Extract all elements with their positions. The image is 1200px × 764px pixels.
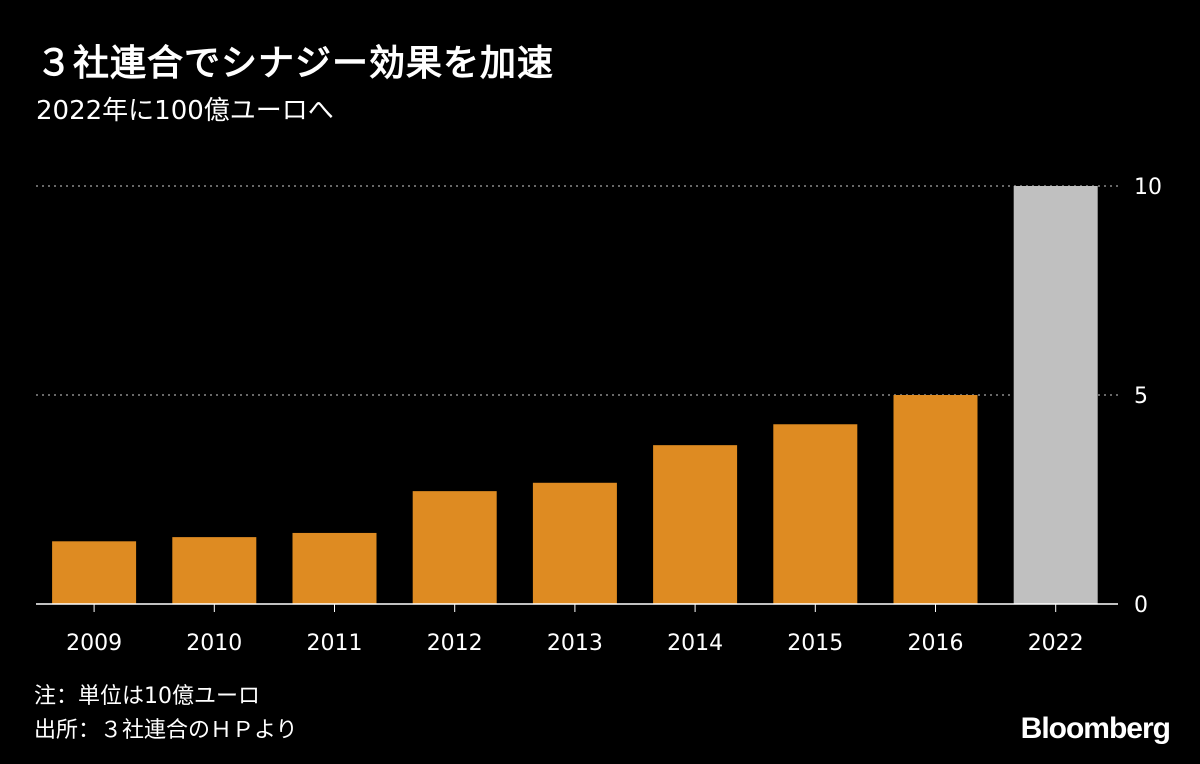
bar-2015 [773,424,858,604]
x-tick-label: 2022 [1028,631,1084,656]
unit-note: 注：単位は10億ユーロ [34,684,260,709]
gridlines [36,185,1118,396]
bar-2012 [412,491,497,604]
footnotes: 注：単位は10億ユーロ 出所：３社連合のＨＰより [34,680,298,748]
bar-2014 [653,445,738,604]
x-tick-label: 2009 [66,631,122,656]
chart-subtitle: 2022年に100億ユーロへ [36,96,334,126]
bar-2022 [1013,186,1098,604]
y-tick-label: 0 [1134,593,1148,618]
bar-2011 [292,532,377,604]
source-note: 出所：３社連合のＨＰより [34,718,298,743]
bar-2013 [532,482,617,604]
x-tick-label: 2011 [307,631,363,656]
bar-2016 [893,395,978,604]
chart-title: ３社連合でシナジー効果を加速 [36,43,555,84]
x-tick-label: 2013 [547,631,603,656]
axes: 0 5 10 2009 2010 2011 2012 2013 2014 2015 2016 2022 [36,175,1162,656]
bloomberg-logo: Bloomberg [1020,712,1171,745]
bar-2010 [172,537,257,604]
bar-2009 [52,541,137,604]
x-tick-label: 2015 [787,631,843,656]
bars [52,186,1098,604]
x-tick-label: 2010 [186,631,242,656]
x-tick-label: 2014 [667,631,723,656]
x-tick-label: 2012 [427,631,483,656]
y-tick-label: 5 [1134,384,1148,409]
y-tick-label: 10 [1134,175,1162,200]
x-tick-label: 2016 [908,631,964,656]
